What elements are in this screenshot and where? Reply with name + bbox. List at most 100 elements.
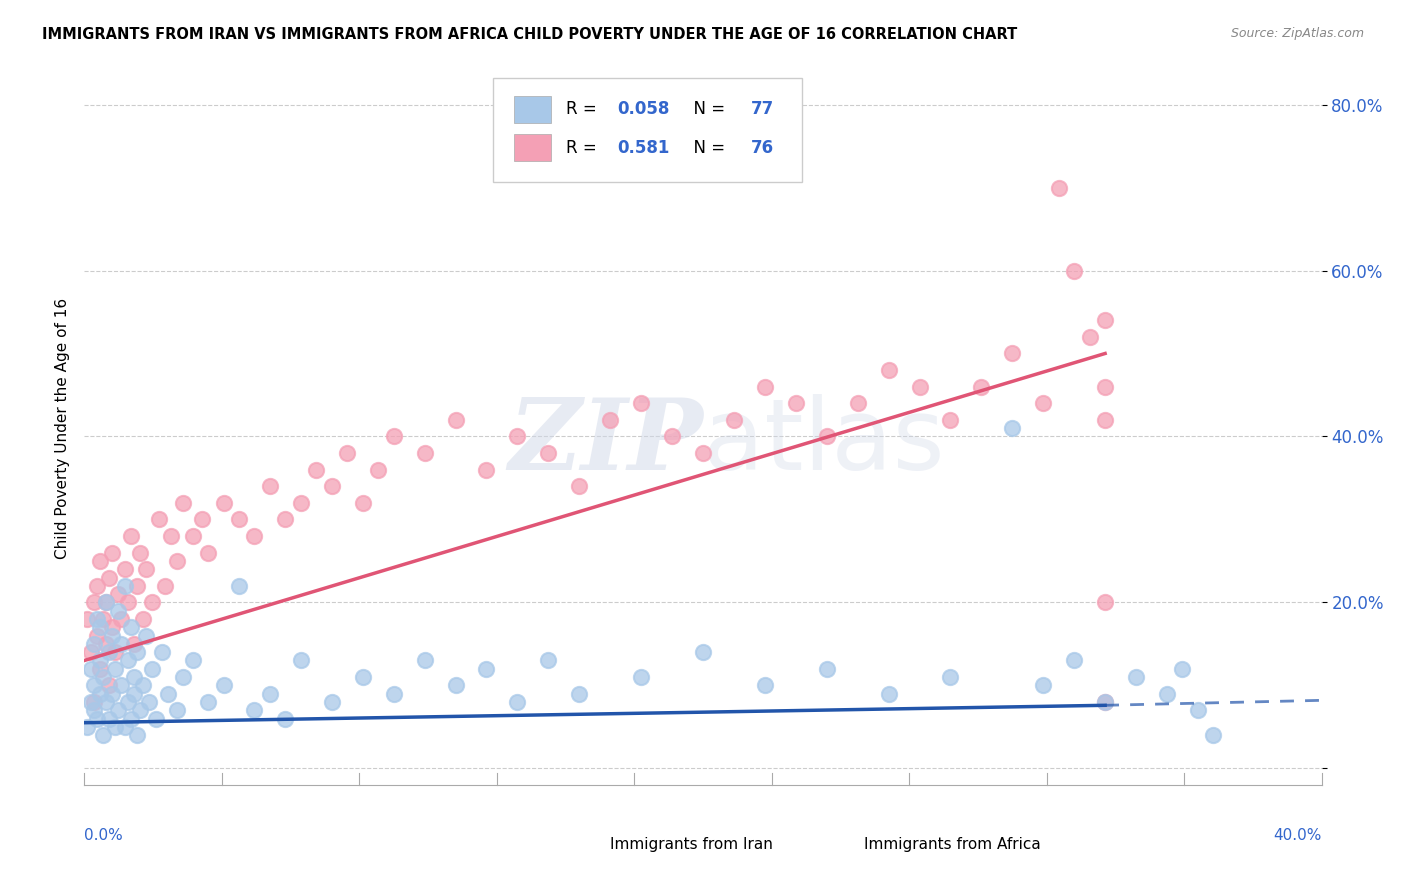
Point	[970, 379, 993, 393]
Point	[197, 695, 219, 709]
Point	[79, 662, 101, 676]
Point	[98, 678, 121, 692]
Point	[274, 712, 297, 726]
Bar	[513, 134, 551, 161]
Point	[141, 595, 163, 609]
Point	[101, 546, 124, 560]
Point	[98, 645, 121, 659]
Point	[76, 612, 98, 626]
Point	[939, 413, 962, 427]
Point	[367, 463, 389, 477]
Point	[129, 546, 152, 560]
Point	[104, 645, 127, 659]
Point	[506, 429, 529, 443]
Point	[86, 579, 108, 593]
Text: atlas: atlas	[703, 394, 945, 491]
Point	[125, 579, 148, 593]
Point	[599, 413, 621, 427]
Point	[1032, 396, 1054, 410]
Text: 76: 76	[751, 139, 775, 157]
Point	[101, 687, 124, 701]
Point	[212, 496, 235, 510]
Point	[877, 363, 900, 377]
Point	[475, 662, 498, 676]
Text: 0.058: 0.058	[617, 100, 671, 118]
Point	[117, 695, 139, 709]
FancyBboxPatch shape	[492, 78, 801, 182]
Point	[228, 579, 250, 593]
Point	[148, 512, 170, 526]
Point	[79, 695, 101, 709]
Point	[1063, 263, 1085, 277]
Bar	[827, 837, 858, 853]
Point	[141, 662, 163, 676]
Point	[89, 653, 111, 667]
Point	[537, 653, 560, 667]
Point	[89, 554, 111, 568]
Point	[94, 695, 117, 709]
Point	[321, 479, 343, 493]
Text: N =: N =	[683, 139, 731, 157]
Point	[120, 620, 142, 634]
Point	[815, 429, 838, 443]
Point	[101, 620, 124, 634]
Point	[259, 687, 281, 701]
Point	[89, 687, 111, 701]
Point	[94, 637, 117, 651]
Point	[110, 678, 132, 692]
Point	[91, 670, 114, 684]
Point	[83, 678, 105, 692]
Point	[181, 529, 204, 543]
Point	[110, 612, 132, 626]
Point	[197, 546, 219, 560]
Point	[290, 653, 312, 667]
Point	[274, 512, 297, 526]
Point	[1156, 687, 1178, 701]
Text: Source: ZipAtlas.com: Source: ZipAtlas.com	[1230, 27, 1364, 40]
Point	[568, 479, 591, 493]
Point	[630, 670, 652, 684]
Point	[135, 629, 157, 643]
Text: IMMIGRANTS FROM IRAN VS IMMIGRANTS FROM AFRICA CHILD POVERTY UNDER THE AGE OF 16: IMMIGRANTS FROM IRAN VS IMMIGRANTS FROM …	[42, 27, 1018, 42]
Point	[122, 670, 145, 684]
Point	[413, 653, 436, 667]
Text: 0.581: 0.581	[617, 139, 671, 157]
Point	[444, 413, 467, 427]
Point	[122, 637, 145, 651]
Point	[1125, 670, 1147, 684]
Point	[166, 554, 188, 568]
Point	[129, 703, 152, 717]
Point	[135, 562, 157, 576]
Point	[243, 529, 266, 543]
Point	[352, 670, 374, 684]
Point	[1094, 695, 1116, 709]
Point	[117, 595, 139, 609]
Point	[475, 463, 498, 477]
Point	[1094, 595, 1116, 609]
Point	[114, 720, 136, 734]
Point	[1001, 421, 1024, 435]
Point	[110, 637, 132, 651]
Point	[138, 695, 160, 709]
Point	[1094, 413, 1116, 427]
Point	[1094, 313, 1116, 327]
Point	[1171, 662, 1194, 676]
Text: 77: 77	[751, 100, 775, 118]
Point	[692, 446, 714, 460]
Point	[1202, 728, 1225, 742]
Text: R =: R =	[565, 100, 602, 118]
Point	[104, 662, 127, 676]
Point	[754, 678, 776, 692]
Point	[723, 413, 745, 427]
Point	[815, 662, 838, 676]
Point	[166, 703, 188, 717]
Point	[83, 637, 105, 651]
Point	[630, 396, 652, 410]
Point	[172, 496, 194, 510]
Point	[661, 429, 683, 443]
Text: N =: N =	[683, 100, 731, 118]
Point	[98, 570, 121, 584]
Point	[290, 496, 312, 510]
Point	[212, 678, 235, 692]
Point	[114, 579, 136, 593]
